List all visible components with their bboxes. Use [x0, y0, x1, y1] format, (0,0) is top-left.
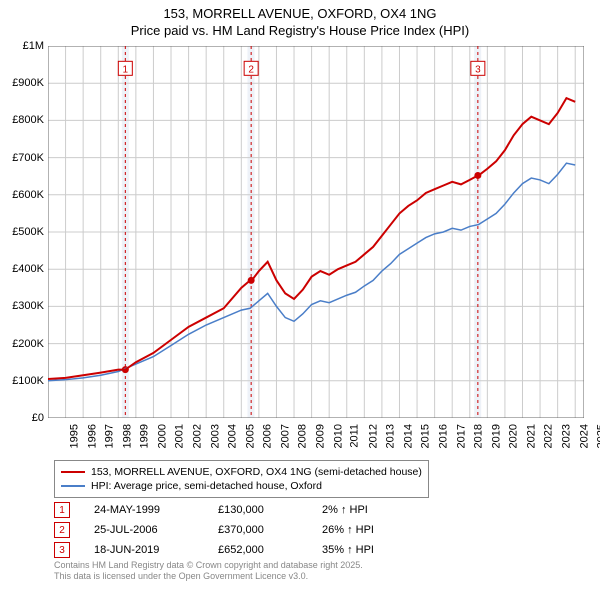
- x-tick-label: 2018: [473, 424, 485, 448]
- y-tick-label: £800K: [2, 114, 44, 126]
- footer-line-2: This data is licensed under the Open Gov…: [54, 571, 363, 582]
- x-tick-label: 2016: [438, 424, 450, 448]
- title-line-2: Price paid vs. HM Land Registry's House …: [0, 23, 600, 40]
- legend: 153, MORRELL AVENUE, OXFORD, OX4 1NG (se…: [54, 460, 429, 498]
- x-tick-label: 1999: [139, 424, 151, 448]
- y-tick-label: £1M: [2, 40, 44, 52]
- y-tick-label: £400K: [2, 263, 44, 275]
- x-tick-label: 1998: [121, 424, 133, 448]
- x-tick-label: 2005: [244, 424, 256, 448]
- chart-plot-area: 1 2 3: [48, 46, 584, 418]
- x-tick-label: 2007: [279, 424, 291, 448]
- x-tick-label: 2001: [174, 424, 186, 448]
- event-table: 1 24-MAY-1999 £130,000 2% ↑ HPI 2 25-JUL-2006…: [54, 500, 412, 560]
- x-tick-label: 2006: [262, 424, 274, 448]
- chart-title: 153, MORRELL AVENUE, OXFORD, OX4 1NG Pri…: [0, 0, 600, 40]
- x-tick-label: 2020: [508, 424, 520, 448]
- x-tick-label: 2025: [596, 424, 600, 448]
- x-tick-label: 1997: [104, 424, 116, 448]
- x-tick-label: 2008: [297, 424, 309, 448]
- y-tick-label: £900K: [2, 77, 44, 89]
- svg-text:2: 2: [248, 64, 254, 75]
- x-tick-label: 2004: [227, 424, 239, 448]
- event-delta: 2% ↑ HPI: [322, 504, 412, 516]
- y-tick-label: £500K: [2, 226, 44, 238]
- x-tick-label: 1995: [68, 424, 80, 448]
- event-row: 2 25-JUL-2006 £370,000 26% ↑ HPI: [54, 520, 412, 540]
- y-tick-label: £100K: [2, 375, 44, 387]
- event-marker-box: 2: [54, 522, 70, 538]
- x-tick-label: 2019: [490, 424, 502, 448]
- x-tick-label: 2011: [349, 424, 361, 448]
- event-row: 1 24-MAY-1999 £130,000 2% ↑ HPI: [54, 500, 412, 520]
- title-line-1: 153, MORRELL AVENUE, OXFORD, OX4 1NG: [0, 6, 600, 23]
- x-tick-label: 2012: [367, 424, 379, 448]
- event-marker-box: 1: [54, 502, 70, 518]
- event-delta: 26% ↑ HPI: [322, 524, 412, 536]
- y-tick-label: £300K: [2, 300, 44, 312]
- x-tick-label: 2000: [156, 424, 168, 448]
- legend-label: 153, MORRELL AVENUE, OXFORD, OX4 1NG (se…: [91, 466, 422, 478]
- event-date: 24-MAY-1999: [94, 504, 194, 516]
- x-tick-label: 2002: [192, 424, 204, 448]
- legend-item: HPI: Average price, semi-detached house,…: [61, 479, 422, 493]
- x-tick-label: 2015: [420, 424, 432, 448]
- y-tick-label: £600K: [2, 189, 44, 201]
- x-tick-label: 2024: [578, 424, 590, 448]
- y-tick-label: £700K: [2, 152, 44, 164]
- x-tick-label: 2017: [455, 424, 467, 448]
- footer-line-1: Contains HM Land Registry data © Crown c…: [54, 560, 363, 571]
- svg-text:3: 3: [475, 64, 481, 75]
- event-price: £130,000: [218, 504, 298, 516]
- event-date: 18-JUN-2019: [94, 544, 194, 556]
- chart-container: 153, MORRELL AVENUE, OXFORD, OX4 1NG Pri…: [0, 0, 600, 590]
- svg-text:1: 1: [123, 64, 129, 75]
- x-tick-label: 2010: [332, 424, 344, 448]
- x-tick-label: 2013: [385, 424, 397, 448]
- x-tick-label: 2009: [315, 424, 327, 448]
- event-date: 25-JUL-2006: [94, 524, 194, 536]
- y-tick-label: £200K: [2, 338, 44, 350]
- x-tick-label: 2014: [402, 424, 414, 448]
- legend-label: HPI: Average price, semi-detached house,…: [91, 480, 322, 492]
- footer-attribution: Contains HM Land Registry data © Crown c…: [54, 560, 363, 582]
- event-marker-box: 3: [54, 542, 70, 558]
- x-tick-label: 2023: [561, 424, 573, 448]
- legend-swatch: [61, 471, 85, 473]
- event-row: 3 18-JUN-2019 £652,000 35% ↑ HPI: [54, 540, 412, 560]
- legend-swatch: [61, 485, 85, 487]
- event-price: £652,000: [218, 544, 298, 556]
- chart-svg: 1 2 3: [48, 46, 584, 418]
- legend-item: 153, MORRELL AVENUE, OXFORD, OX4 1NG (se…: [61, 465, 422, 479]
- x-tick-label: 2022: [543, 424, 555, 448]
- event-delta: 35% ↑ HPI: [322, 544, 412, 556]
- x-tick-label: 2021: [525, 424, 537, 448]
- x-tick-label: 2003: [209, 424, 221, 448]
- y-tick-label: £0: [2, 412, 44, 424]
- event-price: £370,000: [218, 524, 298, 536]
- x-tick-label: 1996: [86, 424, 98, 448]
